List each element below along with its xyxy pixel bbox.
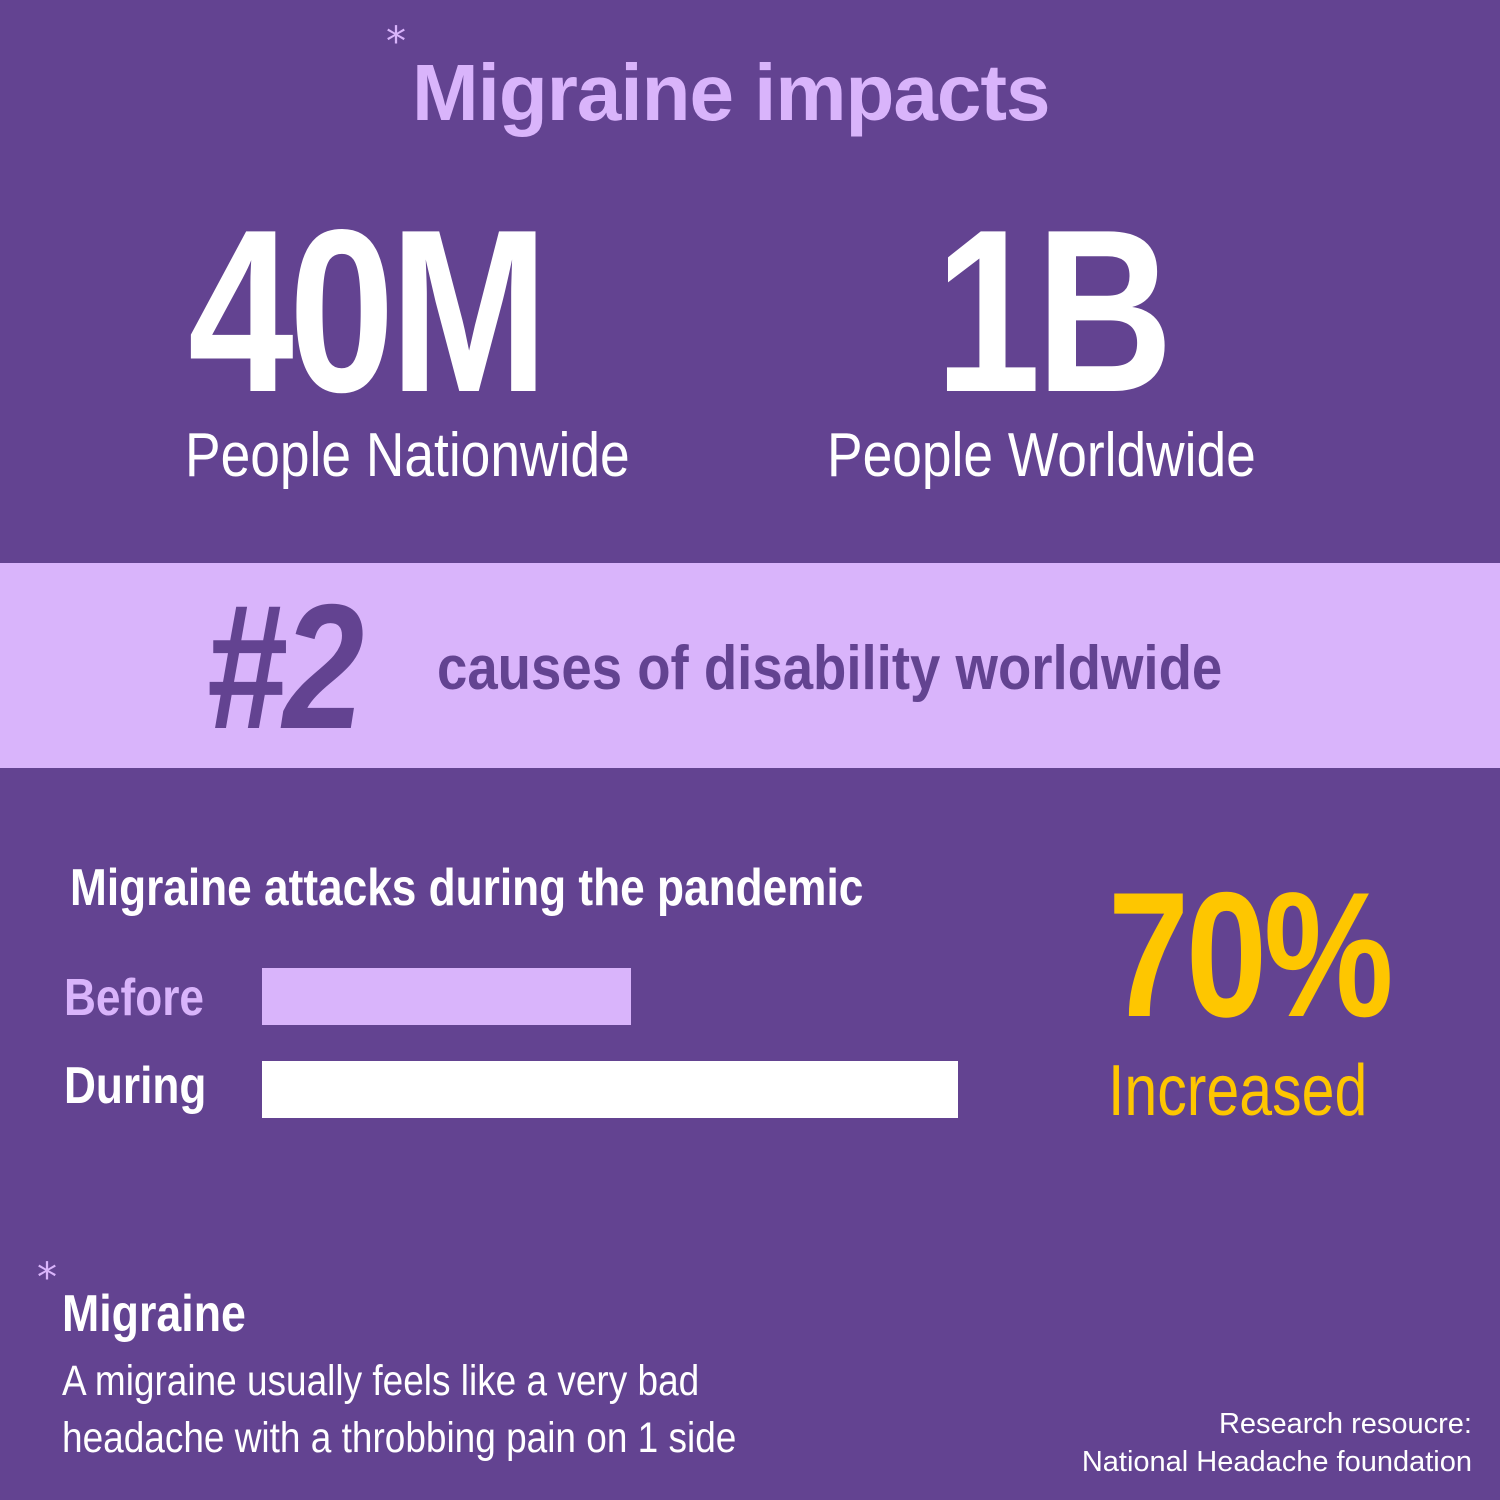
rank-band <box>0 563 1500 768</box>
definition-asterisk: * <box>37 1255 57 1301</box>
definition-title: Migraine <box>62 1285 246 1343</box>
definition-text-line-2: headache with a throbbing pain on 1 side <box>62 1414 737 1462</box>
increase-label: Increased <box>1108 1051 1368 1131</box>
increase-percent: 70% <box>1108 855 1394 1054</box>
stat-nationwide-label: People Nationwide <box>185 421 630 490</box>
definition-text-line-1: A migraine usually feels like a very bad <box>62 1357 700 1405</box>
source-label: Research resoucre: <box>1218 1408 1472 1440</box>
bar-track-during <box>262 1061 958 1118</box>
bar-label-during: During <box>64 1057 207 1115</box>
title-asterisk: * <box>386 19 406 65</box>
stat-worldwide-label: People Worldwide <box>827 421 1256 490</box>
bar-during <box>262 1061 958 1118</box>
bar-track-before <box>262 968 958 1025</box>
rank-label: causes of disability worldwide <box>437 634 1223 703</box>
source-name: National Headache foundation <box>1081 1446 1472 1478</box>
chart-title: Migraine attacks during the pandemic <box>70 859 864 917</box>
stat-nationwide-value: 40M <box>188 182 548 441</box>
stat-worldwide-value: 1B <box>935 182 1173 441</box>
page-title: Migraine impacts <box>412 48 1051 137</box>
rank-value: #2 <box>205 567 364 766</box>
bar-label-before: Before <box>64 969 205 1027</box>
bar-before <box>262 968 631 1025</box>
